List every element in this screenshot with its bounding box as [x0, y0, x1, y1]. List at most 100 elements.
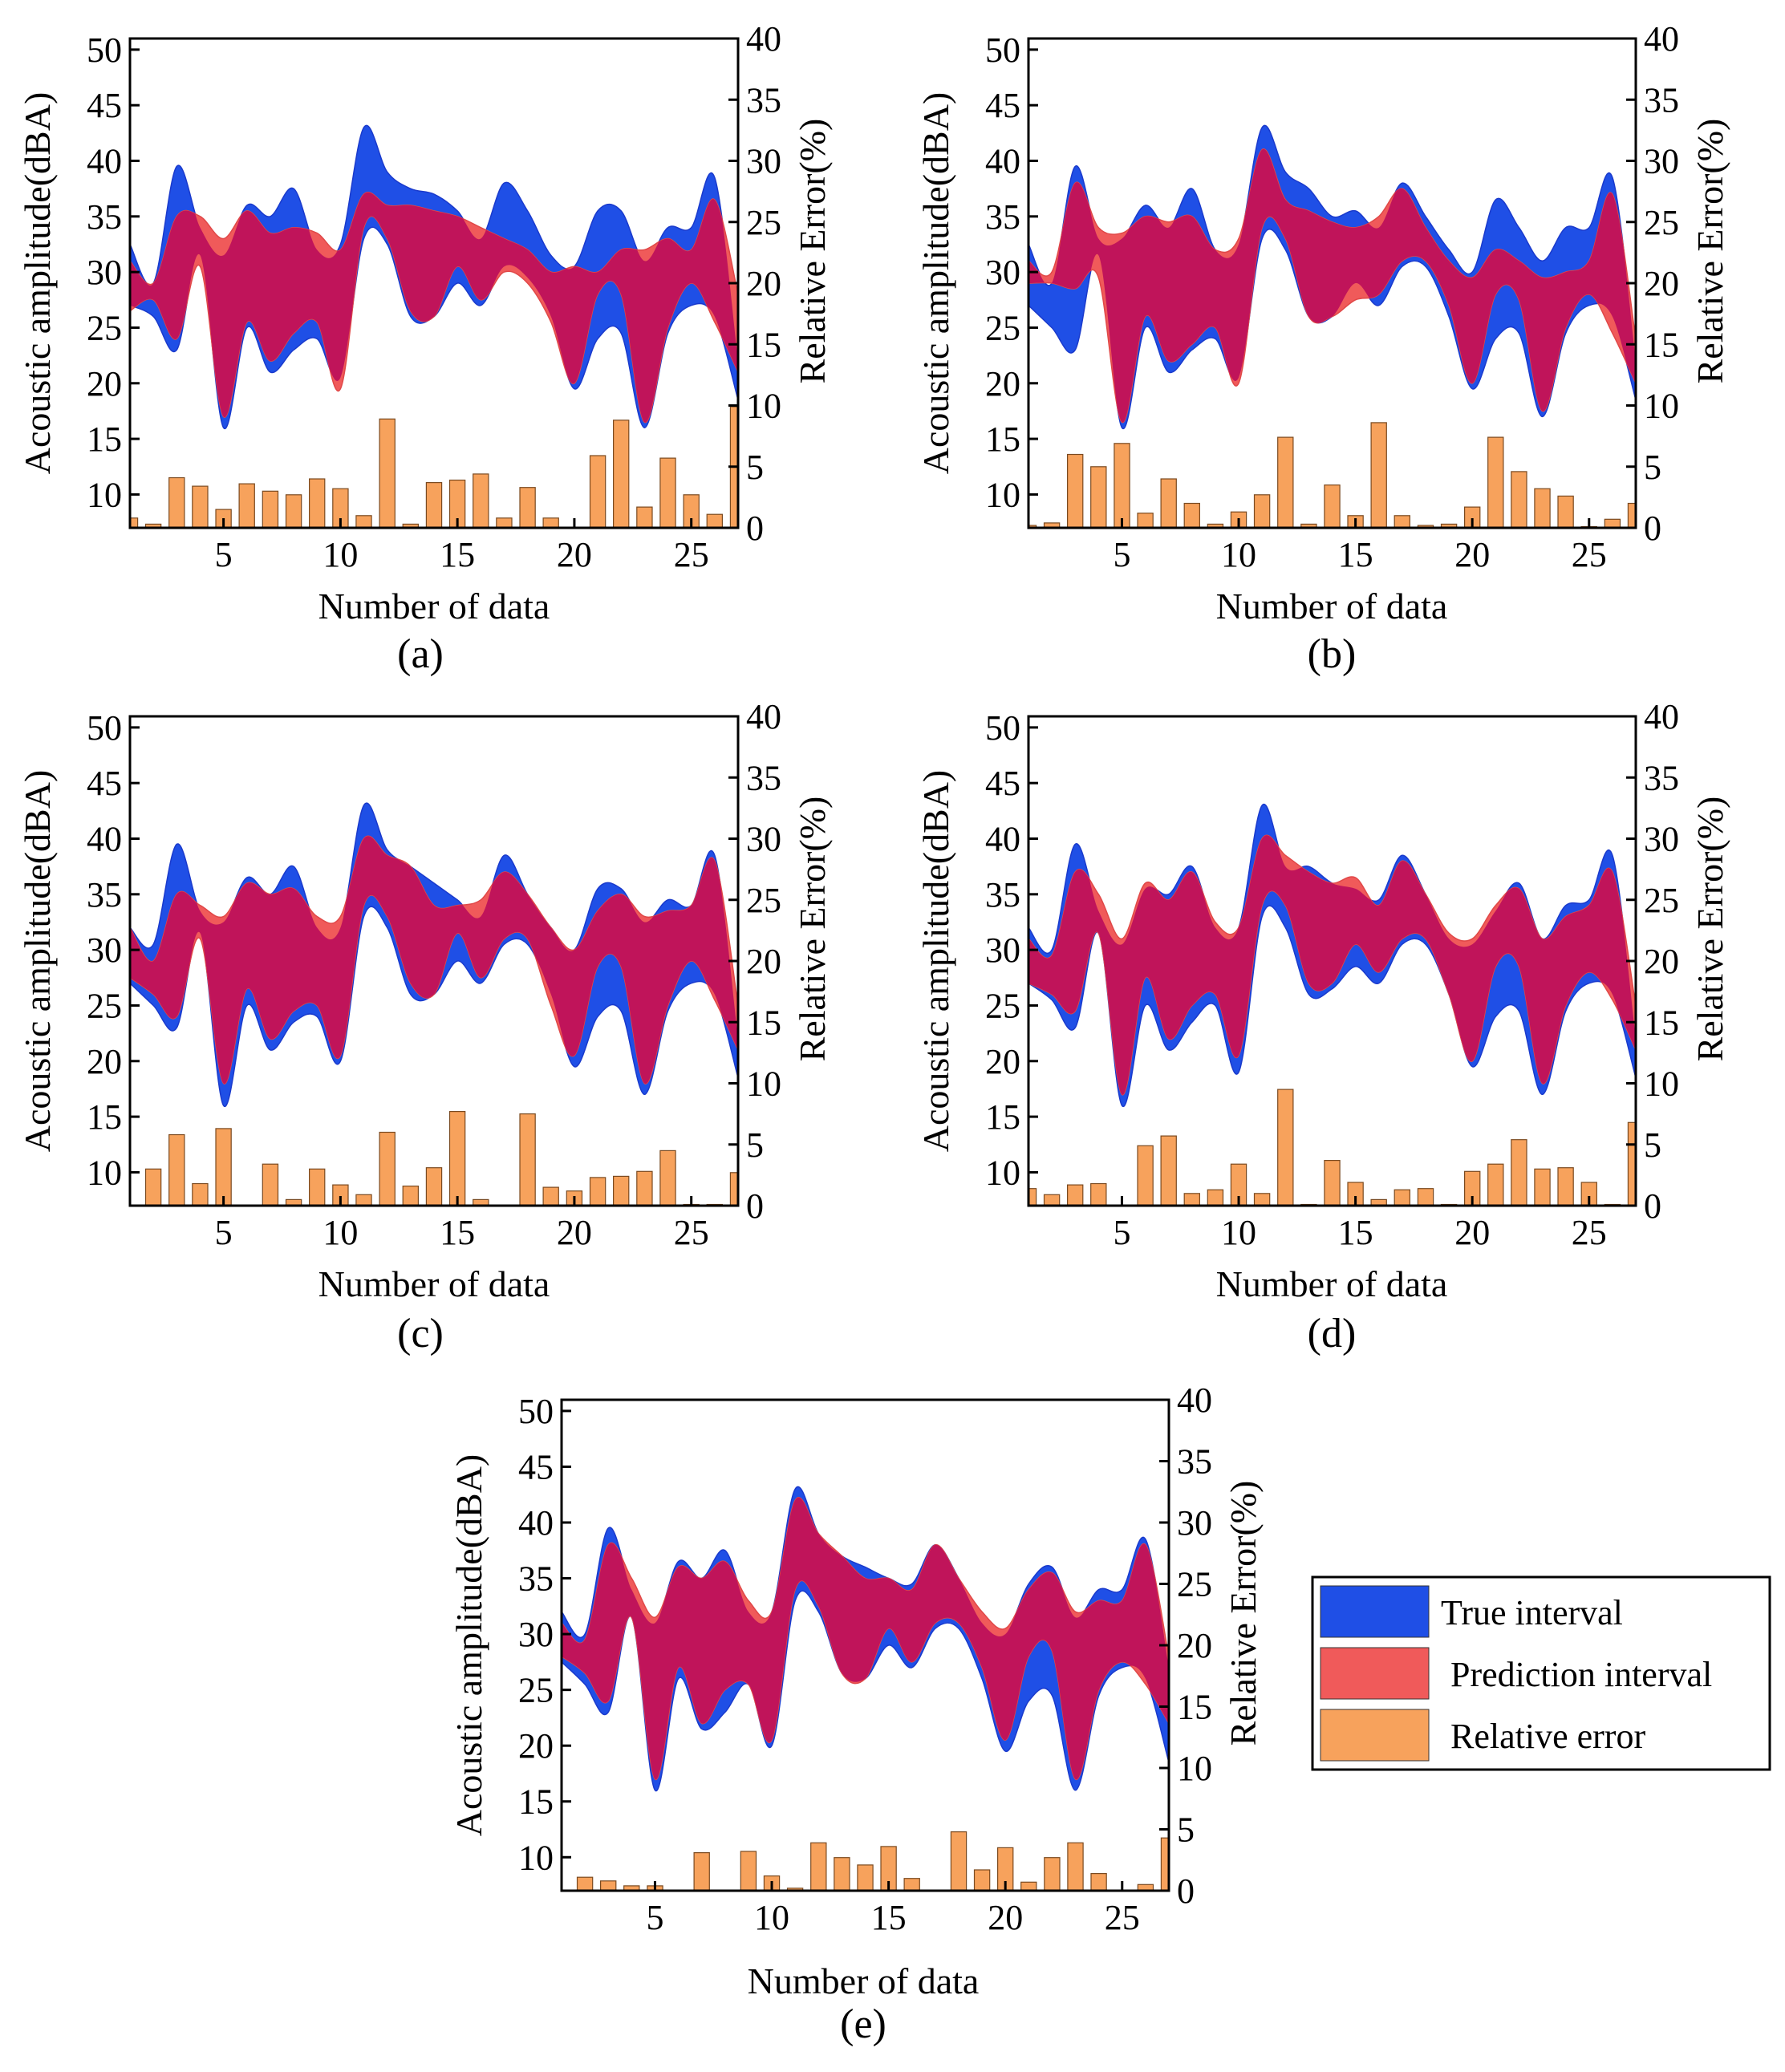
chart-panel-a: 10 15 20 25 30 35 40 45 50 0 5 10 15 20 25 30 35 40 5 10 15 2… [17, 19, 833, 677]
right-tick-label: 30 [746, 820, 781, 859]
right-tick-label: 25 [746, 203, 781, 242]
left-tick-label: 35 [87, 875, 122, 914]
left-tick-label: 20 [985, 1042, 1020, 1081]
relative-error-bar [1324, 1159, 1341, 1206]
left-tick-label: 10 [518, 1838, 554, 1877]
right-tick-label: 40 [746, 697, 781, 736]
relative-error-bar [1253, 1193, 1271, 1206]
chart-panel-b: 10 15 20 25 30 35 40 45 50 0 5 10 15 20 25 30 35 40 5 10 15 2… [915, 19, 1730, 677]
interval-overlap-band [130, 192, 738, 423]
relative-error-bar [144, 523, 162, 528]
right-tick-label: 35 [1177, 1442, 1212, 1482]
relative-error-bar [1557, 1167, 1574, 1206]
relative-error-bar [1160, 1837, 1169, 1891]
right-tick-label: 5 [1644, 448, 1661, 487]
relative-error-bar [1207, 523, 1224, 528]
x-axis-title: Number of data [1216, 1263, 1448, 1304]
x-tick-label: 20 [557, 535, 592, 574]
relative-error-bar [1090, 1182, 1107, 1206]
right-tick-label: 10 [1177, 1749, 1212, 1788]
right-tick-label: 30 [1644, 142, 1679, 181]
relative-error-bar [1580, 1182, 1597, 1206]
x-tick-label: 10 [754, 1898, 789, 1937]
relative-error-bar [379, 1131, 396, 1206]
left-axis-title: Acoustic amplitude(dBA) [915, 770, 956, 1153]
left-axis-title: Acoustic amplitude(dBA) [915, 92, 956, 475]
left-tick-label: 50 [87, 708, 122, 748]
relative-error-bar [1370, 1198, 1387, 1206]
panel-caption: (c) [397, 1311, 444, 1356]
relative-error-bar [519, 1113, 536, 1206]
right-tick-label: 5 [1644, 1125, 1661, 1165]
relative-error-bar [130, 517, 139, 528]
relative-error-bar [285, 1198, 302, 1206]
relative-error-bar [1020, 1881, 1037, 1891]
relative-error-bar [1487, 1163, 1504, 1206]
relative-error-bar [1511, 1139, 1527, 1206]
relative-error-bar [402, 523, 420, 528]
right-axis-title: Relative Error(%) [792, 119, 833, 384]
interval-overlap-band [1028, 835, 1636, 1095]
right-tick-label: 20 [746, 264, 781, 303]
x-tick-label: 10 [1221, 535, 1256, 574]
relative-error-bar [1604, 518, 1621, 528]
relative-error-bar [1277, 1089, 1294, 1206]
relative-error-bar [355, 1194, 372, 1206]
left-tick-label: 50 [985, 30, 1020, 70]
plot-area [562, 1486, 1169, 1891]
x-tick-label: 15 [440, 1213, 475, 1252]
left-tick-label: 50 [87, 30, 122, 70]
right-tick-label: 10 [1644, 387, 1679, 426]
relative-error-bar [599, 1880, 617, 1891]
relative-error-bar [542, 1186, 559, 1206]
x-tick-label: 15 [1338, 1213, 1373, 1252]
plot-area [1028, 124, 1636, 528]
legend: True interval Prediction interval Relati… [1311, 1575, 1771, 1771]
relative-error-bar [473, 473, 489, 528]
right-tick-label: 0 [1644, 509, 1661, 548]
right-tick-label: 25 [1644, 881, 1679, 920]
relative-error-bar [1160, 478, 1177, 528]
relative-error-bar [1394, 1189, 1410, 1206]
right-tick-label: 15 [1177, 1688, 1212, 1727]
relative-error-bar [262, 490, 279, 528]
relative-error-bar [1277, 436, 1294, 528]
relative-error-bar [950, 1831, 968, 1891]
right-tick-label: 35 [746, 80, 781, 120]
relative-error-bar [1043, 522, 1061, 528]
right-tick-label: 15 [746, 325, 781, 364]
relative-error-bar [612, 1175, 630, 1206]
relative-error-bar [496, 517, 513, 528]
relative-error-bar [192, 1182, 209, 1206]
legend-label-prediction-interval: Prediction interval [1450, 1655, 1712, 1694]
x-tick-label: 5 [1113, 535, 1130, 574]
right-tick-label: 35 [1644, 80, 1679, 120]
relative-error-bar [1300, 523, 1317, 528]
relative-error-bar [1066, 453, 1084, 528]
left-tick-label: 25 [87, 986, 122, 1025]
relative-error-bar [659, 457, 676, 528]
x-tick-label: 10 [323, 1213, 358, 1252]
left-tick-label: 20 [87, 1042, 122, 1081]
left-tick-label: 30 [518, 1615, 554, 1654]
right-tick-label: 0 [746, 1186, 764, 1226]
relative-error-bar [589, 455, 606, 528]
panel-caption: (b) [1308, 631, 1357, 677]
relative-error-bar [1627, 502, 1636, 528]
relative-error-bar [192, 485, 209, 528]
left-tick-label: 25 [985, 308, 1020, 347]
relative-error-bar [1347, 1182, 1364, 1206]
relative-error-bar [1417, 1188, 1434, 1206]
x-tick-label: 20 [1454, 535, 1490, 574]
relative-error-bar [262, 1163, 279, 1206]
left-tick-label: 50 [518, 1392, 554, 1431]
chart-panel-c: 10 15 20 25 30 35 40 45 50 0 5 10 15 20 25 30 35 40 5 10 15 2… [17, 697, 833, 1356]
left-tick-label: 45 [87, 86, 122, 125]
x-axis-title: Number of data [748, 1960, 980, 2001]
left-tick-label: 40 [985, 820, 1020, 859]
chart-panel-e: 10 15 20 25 30 35 40 45 50 0 5 10 15 20 25 30 35 40 5 10 15 2… [448, 1381, 1264, 2047]
left-tick-label: 15 [87, 1097, 122, 1137]
right-axis-title: Relative Error(%) [1690, 797, 1730, 1062]
left-tick-label: 25 [985, 986, 1020, 1025]
